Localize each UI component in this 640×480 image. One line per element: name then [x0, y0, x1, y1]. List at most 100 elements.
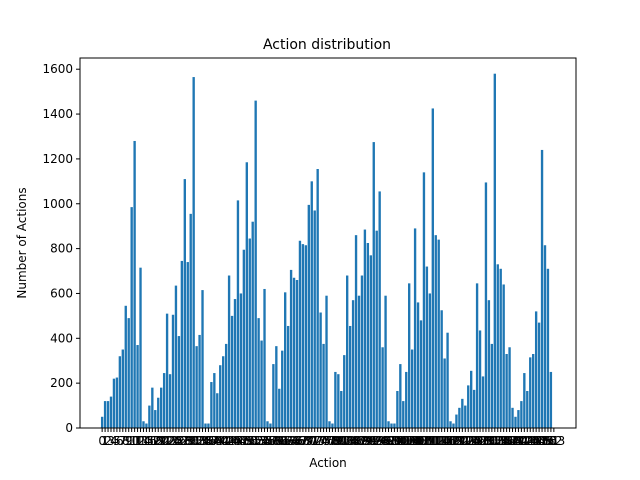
- bar: [540, 149, 544, 428]
- x-tick-label: 20: [154, 434, 169, 448]
- bar: [511, 407, 514, 428]
- x-axis: 0123456789101112131415161718192021222324…: [98, 428, 565, 448]
- bar: [254, 100, 257, 429]
- bar: [408, 283, 411, 428]
- x-tick-label: 21: [157, 434, 172, 448]
- bar: [413, 228, 417, 428]
- x-tick-label: 52: [248, 434, 263, 448]
- x-tick-label: 112: [421, 434, 444, 448]
- bar: [440, 310, 443, 428]
- bar: [369, 255, 372, 428]
- x-tick-label: 85: [345, 434, 360, 448]
- x-tick-label: 1: [101, 434, 109, 448]
- bar: [431, 108, 434, 428]
- x-tick-label: 138: [498, 434, 521, 448]
- bar: [470, 370, 473, 428]
- bar: [201, 290, 204, 428]
- y-axis-label: Number of Actions: [15, 187, 29, 298]
- bars-group: [100, 73, 553, 429]
- x-tick-label: 48: [236, 434, 251, 448]
- bar: [496, 264, 499, 428]
- bar: [348, 325, 352, 428]
- x-tick-label: 8: [122, 434, 130, 448]
- bar: [142, 421, 145, 428]
- x-tick-label: 98: [384, 434, 399, 448]
- x-tick-label: 134: [486, 434, 509, 448]
- bar: [136, 345, 139, 428]
- bar: [195, 346, 198, 428]
- x-tick-label: 75: [316, 434, 331, 448]
- bar: [263, 288, 266, 428]
- x-tick-label: 147: [525, 434, 548, 448]
- x-tick-label: 9: [125, 434, 133, 448]
- x-tick-label: 17: [145, 434, 160, 448]
- bar: [425, 266, 429, 428]
- x-tick-label: 148: [528, 434, 551, 448]
- bar: [532, 354, 535, 428]
- bar: [340, 391, 343, 428]
- bar: [103, 401, 107, 428]
- x-tick-label: 6: [116, 434, 124, 448]
- bar: [112, 378, 116, 428]
- bar: [316, 169, 319, 428]
- bar: [322, 343, 325, 428]
- x-tick-label: 43: [221, 434, 236, 448]
- x-tick-label: 143: [513, 434, 536, 448]
- x-tick-label: 116: [433, 434, 456, 448]
- x-tick-label: 130: [474, 434, 497, 448]
- bar: [272, 364, 275, 428]
- x-tick-label: 30: [183, 434, 198, 448]
- bar: [337, 374, 340, 428]
- bar: [109, 396, 113, 428]
- y-tick-label: 0: [65, 421, 73, 435]
- x-tick-label: 86: [348, 434, 363, 448]
- x-tick-label: 27: [174, 434, 189, 448]
- bar: [210, 382, 213, 428]
- x-tick-label: 150: [534, 434, 557, 448]
- x-tick-label: 59: [269, 434, 284, 448]
- x-tick-label: 119: [442, 434, 465, 448]
- bar: [248, 238, 251, 428]
- x-tick-label: 108: [410, 434, 433, 448]
- bar: [304, 245, 308, 428]
- x-tick-label: 25: [168, 434, 183, 448]
- x-tick-label: 36: [201, 434, 216, 448]
- x-tick-label: 93: [369, 434, 384, 448]
- x-tick-label: 65: [286, 434, 301, 448]
- bar: [331, 423, 334, 428]
- x-tick-label: 29: [180, 434, 195, 448]
- x-tick-label: 76: [319, 434, 334, 448]
- x-tick-label: 114: [427, 434, 450, 448]
- bar: [484, 182, 488, 428]
- bar: [523, 373, 526, 428]
- x-tick-label: 141: [507, 434, 530, 448]
- x-tick-label: 46: [230, 434, 245, 448]
- x-tick-label: 2: [104, 434, 112, 448]
- bar: [455, 414, 458, 428]
- bar: [171, 314, 175, 428]
- bar: [298, 240, 302, 428]
- x-tick-label: 129: [472, 434, 495, 448]
- bar: [230, 315, 234, 428]
- x-tick-label: 16: [142, 434, 157, 448]
- x-tick-label: 35: [198, 434, 213, 448]
- bar: [384, 295, 387, 428]
- x-tick-label: 121: [448, 434, 471, 448]
- bar: [546, 268, 550, 428]
- x-tick-label: 73: [310, 434, 325, 448]
- x-tick-label: 84: [343, 434, 358, 448]
- y-tick-label: 400: [50, 331, 73, 345]
- x-tick-label: 58: [266, 434, 281, 448]
- x-tick-label: 111: [418, 434, 441, 448]
- bar: [289, 269, 293, 428]
- x-tick-label: 22: [159, 434, 174, 448]
- x-tick-label: 122: [451, 434, 474, 448]
- x-tick-label: 91: [363, 434, 378, 448]
- bar: [266, 421, 269, 428]
- bar: [493, 73, 496, 428]
- bar: [245, 162, 248, 428]
- bar: [151, 387, 154, 428]
- bar: [154, 410, 157, 428]
- x-tick-label: 100: [386, 434, 409, 448]
- x-tick-label: 51: [245, 434, 260, 448]
